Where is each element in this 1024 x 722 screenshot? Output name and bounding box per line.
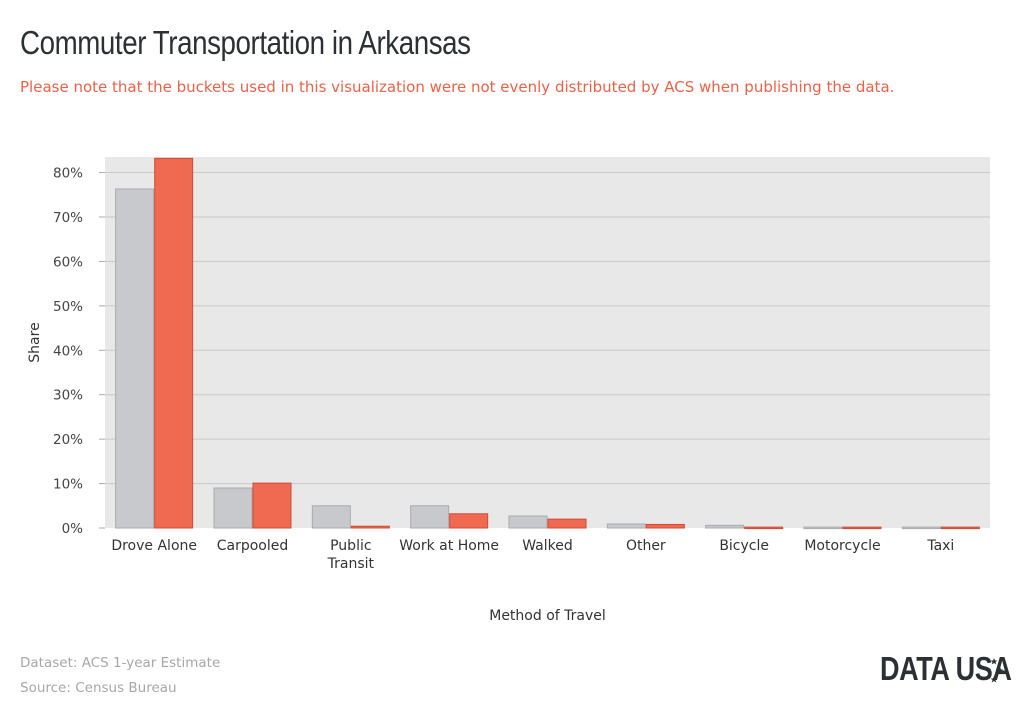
bar-red-other: [645, 523, 685, 529]
x-tick-label-line: Public: [330, 538, 371, 554]
bar-gray-walked: [508, 515, 548, 529]
x-tick-label-line: Other: [626, 538, 666, 554]
bar-red-carpooled: [252, 482, 292, 529]
bar-gray-motorcycle: [803, 526, 843, 530]
bar-red-bicycle: [744, 526, 784, 530]
bar-red-walked: [547, 518, 587, 529]
y-tick-label: 0%: [62, 521, 84, 537]
plot-background: [105, 157, 990, 528]
x-tick-label-line: Bicycle: [719, 538, 769, 554]
y-tick-label: 10%: [53, 477, 83, 493]
bar-red-drove-alone: [154, 157, 194, 529]
x-tick-label: Work at Home: [399, 538, 499, 554]
y-tick-label: 50%: [53, 299, 83, 315]
plot-area: 0% 10% 20% 30% 40% 50% 60% 70% 80% Drove Alone Car…: [27, 157, 990, 624]
bar-gray-drove-alone: [115, 188, 155, 529]
source-label: Source: Census Bureau: [20, 680, 177, 696]
x-tick-label-line: Work at Home: [399, 538, 499, 554]
bar-red-motorcycle: [842, 526, 882, 530]
y-tick-label: 70%: [53, 210, 83, 226]
x-tick-label: Carpooled: [217, 538, 289, 554]
data-note: Please note that the buckets used in thi…: [20, 78, 895, 96]
x-tick-label: Taxi: [926, 538, 954, 554]
bar-gray-taxi: [901, 526, 941, 530]
y-axis-label: Share: [27, 322, 43, 362]
x-tick-label: Walked: [522, 538, 573, 554]
bar-gray-carpooled: [213, 487, 253, 529]
x-tick-label-line: Drove Alone: [111, 538, 197, 554]
x-tick-label-line: Transit: [327, 556, 375, 572]
bar-gray-other: [606, 523, 646, 529]
x-tick-label: Other: [626, 538, 666, 554]
y-tick-label: 30%: [53, 388, 83, 404]
bar-gray-bicycle: [705, 524, 745, 529]
x-tick-label: Motorcycle: [804, 538, 880, 554]
x-tick-label: Public Transit: [327, 538, 375, 572]
x-tick-label: Drove Alone: [111, 538, 197, 554]
y-tick-label: 40%: [53, 343, 83, 359]
x-axis-label: Method of Travel: [489, 608, 606, 624]
bar-red-taxi: [940, 526, 980, 530]
bar-red-public-transit: [350, 525, 390, 529]
y-tick-label: 80%: [53, 166, 83, 182]
bar-gray-work-at-home: [410, 505, 450, 529]
bar-chart: 0% 10% 20% 30% 40% 50% 60% 70% 80% Drove Alone Car…: [27, 157, 990, 624]
logo-stars-icon: [990, 658, 1004, 683]
x-tick-label-line: Walked: [522, 538, 573, 554]
chart-title: Commuter Transportation in Arkansas: [20, 24, 471, 61]
y-tick-label: 20%: [53, 432, 83, 448]
dataset-label: Dataset: ACS 1-year Estimate: [20, 655, 221, 671]
x-tick-label-line: Motorcycle: [804, 538, 880, 554]
y-tick-label: 60%: [53, 254, 83, 270]
bar-red-work-at-home: [449, 513, 489, 529]
data-usa-logo[interactable]: DATA USA: [880, 650, 1012, 687]
x-tick-label: Bicycle: [719, 538, 769, 554]
x-tick-label-line: Carpooled: [217, 538, 289, 554]
x-tick-label-line: Taxi: [926, 538, 954, 554]
bar-gray-public-transit: [311, 505, 351, 529]
